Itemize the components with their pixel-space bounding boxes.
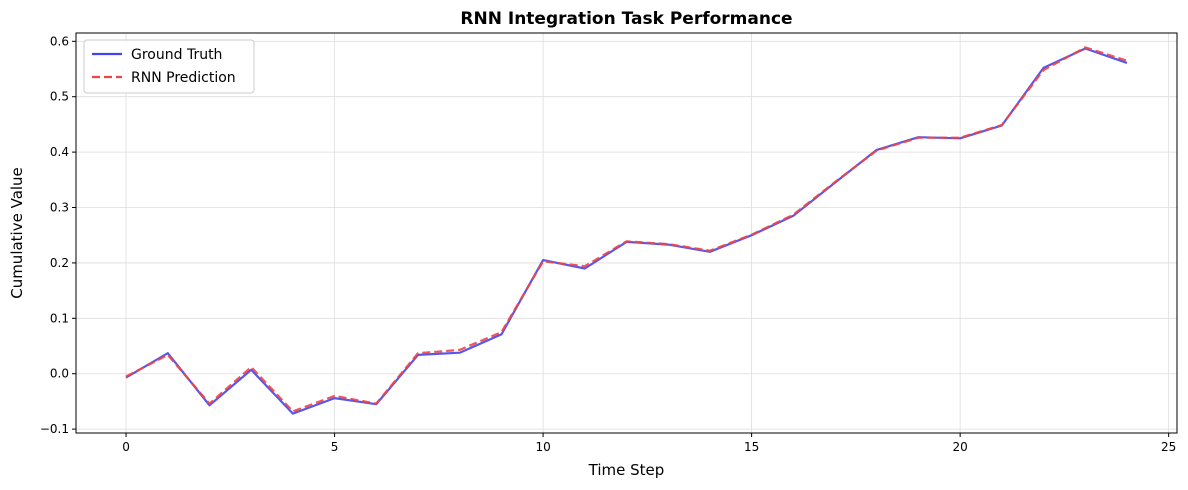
y-tick-label: −0.1 xyxy=(40,422,69,436)
legend-label: Ground Truth xyxy=(131,47,222,63)
x-tick-label: 20 xyxy=(952,440,967,454)
x-axis-label: Time Step xyxy=(588,461,665,479)
legend-box xyxy=(83,39,255,94)
y-axis-label: Cumulative Value xyxy=(8,167,26,299)
x-tick-label: 5 xyxy=(331,440,339,454)
y-tick-label: 0.2 xyxy=(50,256,69,270)
y-tick-label: 0.3 xyxy=(50,201,69,215)
plot-frame xyxy=(75,32,1178,434)
y-tick-label: 0.5 xyxy=(50,90,69,104)
y-tick-label: 0.0 xyxy=(50,367,69,381)
axis-ticks: 0 5 10 15 20 25 −0.1 0.0 0.1 0.2 0.3 0.4 0.5 0.6 xyxy=(40,34,1176,454)
chart-title: RNN Integration Task Performance xyxy=(460,9,792,29)
x-tick-label: 15 xyxy=(744,440,759,454)
x-tick-label: 25 xyxy=(1161,440,1176,454)
series-lines xyxy=(125,46,1128,415)
legend: Ground Truth RNN Prediction xyxy=(83,39,255,94)
grid xyxy=(76,33,1177,433)
series-line-rnn-prediction xyxy=(125,46,1128,413)
y-tick-label: 0.4 xyxy=(50,145,69,159)
y-tick-label: 0.6 xyxy=(50,34,69,48)
legend-label: RNN Prediction xyxy=(131,70,236,86)
x-tick-label: 10 xyxy=(535,440,550,454)
series-line-ground-truth xyxy=(125,47,1128,415)
y-tick-label: 0.1 xyxy=(50,311,69,325)
x-tick-label: 0 xyxy=(122,440,130,454)
